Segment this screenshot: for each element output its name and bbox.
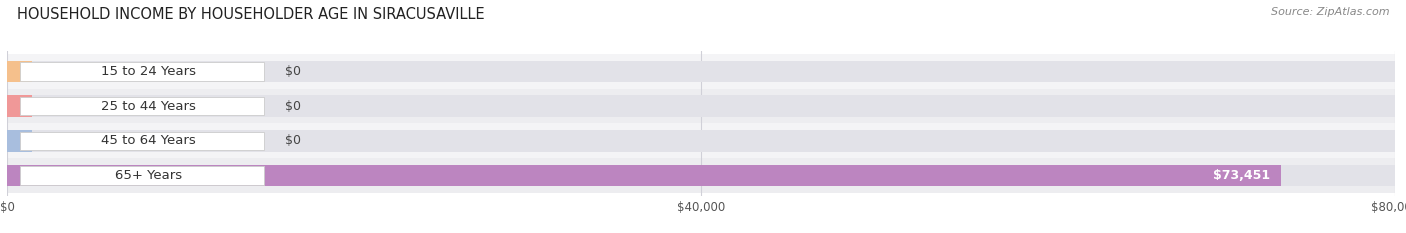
Bar [20, 62, 264, 81]
Text: Source: ZipAtlas.com: Source: ZipAtlas.com [1271, 7, 1389, 17]
Text: 25 to 44 Years: 25 to 44 Years [101, 100, 195, 113]
Text: 45 to 64 Years: 45 to 64 Years [101, 134, 195, 147]
Bar [7, 130, 1395, 152]
Text: 65+ Years: 65+ Years [115, 169, 181, 182]
Bar [20, 166, 264, 185]
Bar [7, 158, 1395, 193]
Bar [7, 123, 1395, 158]
Bar [7, 130, 32, 152]
Bar [7, 165, 1281, 186]
Text: HOUSEHOLD INCOME BY HOUSEHOLDER AGE IN SIRACUSAVILLE: HOUSEHOLD INCOME BY HOUSEHOLDER AGE IN S… [17, 7, 485, 22]
Bar [7, 61, 32, 82]
Bar [7, 165, 32, 186]
Bar [7, 95, 32, 117]
Bar [20, 132, 264, 150]
Bar [7, 54, 1395, 89]
Text: $0: $0 [284, 134, 301, 147]
Bar [20, 97, 264, 115]
Bar [7, 95, 1395, 117]
Text: $73,451: $73,451 [1213, 169, 1270, 182]
Bar [7, 89, 1395, 123]
Text: $0: $0 [284, 65, 301, 78]
Bar [7, 165, 1395, 186]
Text: $0: $0 [284, 100, 301, 113]
Text: 15 to 24 Years: 15 to 24 Years [101, 65, 195, 78]
Bar [7, 61, 1395, 82]
